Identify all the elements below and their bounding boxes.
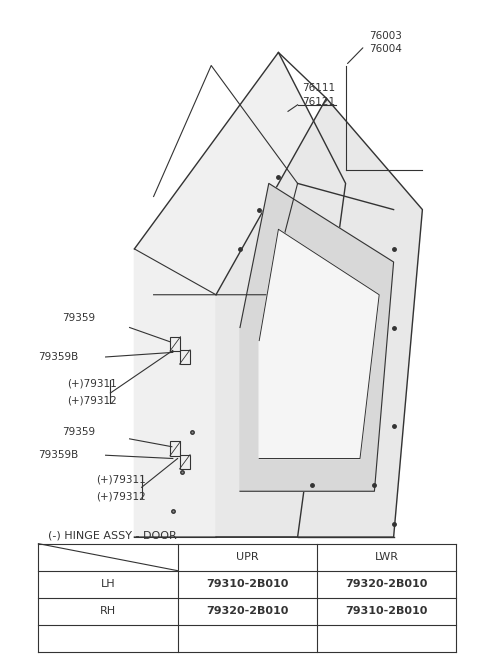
- Text: 79359B: 79359B: [38, 352, 79, 362]
- Text: (+)79311: (+)79311: [96, 474, 146, 485]
- Text: LH: LH: [101, 579, 115, 590]
- Text: 79359: 79359: [62, 312, 96, 323]
- Text: 79310-2B010: 79310-2B010: [206, 579, 288, 590]
- Text: (-) HINGE ASSY - DOOR: (-) HINGE ASSY - DOOR: [48, 531, 177, 540]
- Text: 76111
76121: 76111 76121: [302, 83, 336, 107]
- Text: 79320-2B010: 79320-2B010: [345, 579, 428, 590]
- Text: 79359B: 79359B: [38, 450, 79, 460]
- Polygon shape: [134, 52, 346, 537]
- Text: (+)79312: (+)79312: [67, 396, 117, 406]
- Text: 79310-2B010: 79310-2B010: [345, 606, 428, 616]
- Bar: [180, 350, 190, 364]
- Text: (+)79311: (+)79311: [67, 378, 117, 388]
- Bar: [170, 441, 180, 456]
- Bar: [170, 337, 180, 351]
- Polygon shape: [240, 183, 394, 491]
- Polygon shape: [259, 229, 379, 458]
- Text: UPR: UPR: [236, 552, 259, 562]
- Text: 76003
76004: 76003 76004: [370, 31, 402, 54]
- Bar: [180, 455, 190, 469]
- Text: 79359: 79359: [62, 427, 96, 438]
- Text: LWR: LWR: [374, 552, 398, 562]
- Text: RH: RH: [100, 606, 116, 616]
- Text: (+)79312: (+)79312: [96, 491, 146, 502]
- Polygon shape: [216, 98, 422, 537]
- Text: 79320-2B010: 79320-2B010: [206, 606, 288, 616]
